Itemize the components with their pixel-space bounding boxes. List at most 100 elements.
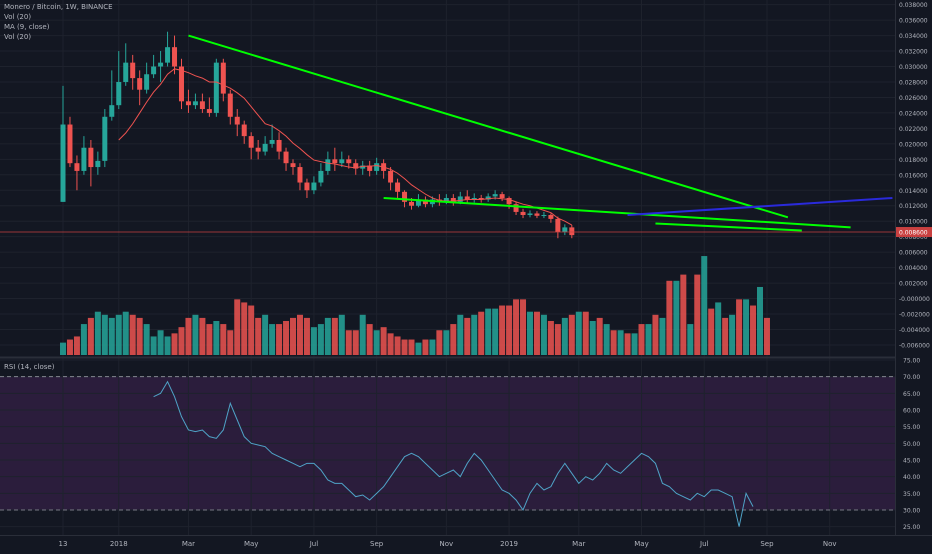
volume-bar bbox=[269, 324, 276, 355]
price-tick-label: -0.004000 bbox=[899, 327, 930, 334]
candle-body bbox=[199, 101, 205, 110]
symbol-title: Monero / Bitcoin, 1W, BINANCE bbox=[4, 3, 113, 11]
candle-body bbox=[262, 143, 268, 152]
candle-body bbox=[360, 165, 366, 169]
volume-bar bbox=[568, 314, 575, 355]
volume-bar bbox=[366, 324, 373, 355]
volume-bar bbox=[359, 314, 366, 355]
candle-body bbox=[116, 81, 122, 106]
volume-bar bbox=[136, 317, 143, 355]
volume-bar bbox=[457, 314, 464, 355]
indicator-vol-2: Vol (20) bbox=[4, 33, 32, 41]
candle-body bbox=[255, 147, 261, 152]
candle-body bbox=[471, 197, 477, 200]
price-tick-label: 0.018000 bbox=[899, 157, 928, 164]
candle-body bbox=[534, 213, 540, 216]
volume-bar bbox=[241, 302, 248, 355]
rsi-tick-label: 65.00 bbox=[903, 391, 920, 398]
price-tick-label: 0.002000 bbox=[899, 281, 928, 288]
price-tick-label: 0.014000 bbox=[899, 188, 928, 195]
current-price-label: 0.008600 bbox=[899, 230, 928, 237]
volume-bar bbox=[80, 324, 87, 355]
price-tick-label: 0.020000 bbox=[899, 141, 928, 148]
time-tick-label: Sep bbox=[370, 540, 384, 548]
volume-bar bbox=[680, 274, 687, 355]
candle-body bbox=[60, 124, 66, 202]
candle-body bbox=[130, 62, 136, 79]
price-tick-label: 0.024000 bbox=[899, 110, 928, 117]
volume-bar bbox=[317, 324, 324, 355]
volume-bar bbox=[436, 330, 443, 355]
volume-bar bbox=[596, 317, 603, 355]
price-axis-background bbox=[895, 0, 932, 550]
volume-bar bbox=[582, 311, 589, 355]
candle-body bbox=[527, 213, 533, 216]
rsi-tick-label: 75.00 bbox=[903, 358, 920, 365]
time-tick-label: May bbox=[634, 540, 648, 548]
volume-bar bbox=[387, 333, 394, 355]
candle-body bbox=[297, 167, 303, 183]
volume-bar bbox=[352, 330, 359, 355]
ma-line bbox=[118, 68, 573, 226]
rsi-tick-label: 55.00 bbox=[903, 424, 920, 431]
time-tick-label: Mar bbox=[572, 540, 585, 548]
volume-bar bbox=[492, 308, 499, 355]
volume-bar bbox=[687, 324, 694, 355]
volume-bar bbox=[338, 314, 345, 355]
candle-body bbox=[178, 66, 184, 102]
candle-body bbox=[283, 151, 289, 164]
volume-bar bbox=[60, 342, 66, 355]
candle-body bbox=[457, 196, 463, 202]
volume-bar bbox=[94, 311, 101, 355]
trendline bbox=[655, 222, 802, 232]
rsi-tick-label: 70.00 bbox=[903, 374, 920, 381]
rsi-tick-label: 35.00 bbox=[903, 491, 920, 498]
volume-bar bbox=[673, 280, 680, 355]
candle-body bbox=[443, 197, 449, 202]
volume-bar bbox=[729, 314, 736, 355]
candle-body bbox=[206, 109, 212, 113]
price-tick-label: 0.030000 bbox=[899, 64, 928, 71]
volume-bar bbox=[422, 339, 429, 355]
volume-bar bbox=[66, 339, 73, 355]
volume-bar bbox=[408, 339, 415, 355]
price-tick-label: 0.036000 bbox=[899, 18, 928, 25]
candle-body bbox=[492, 194, 498, 197]
volume-bar bbox=[624, 333, 631, 355]
candle-body bbox=[241, 124, 247, 137]
volume-bar bbox=[603, 324, 610, 355]
volume-bar bbox=[659, 317, 666, 355]
candle-body bbox=[339, 159, 345, 164]
volume-bar bbox=[415, 342, 422, 355]
candle-body bbox=[555, 218, 561, 233]
candle-body bbox=[374, 163, 380, 171]
volume-bar bbox=[617, 330, 624, 355]
candle-body bbox=[185, 101, 191, 106]
volume-bar bbox=[736, 299, 743, 355]
price-tick-label: 0.038000 bbox=[899, 2, 928, 9]
rsi-title: RSI (14, close) bbox=[4, 363, 55, 371]
candle-body bbox=[402, 191, 408, 202]
volume-bar bbox=[73, 336, 80, 355]
candle-body bbox=[311, 182, 317, 191]
volume-bar bbox=[485, 308, 492, 355]
volume-bar bbox=[303, 317, 310, 355]
volume-bar bbox=[743, 299, 750, 355]
rsi-tick-label: 45.00 bbox=[903, 458, 920, 465]
price-tick-label: 0.034000 bbox=[899, 33, 928, 40]
time-tick-label: Sep bbox=[760, 540, 774, 548]
volume-bar bbox=[227, 330, 234, 355]
price-tick-label: -0.006000 bbox=[899, 342, 930, 349]
volume-bar bbox=[101, 314, 108, 355]
volume-bar bbox=[150, 336, 157, 355]
volume-bar bbox=[373, 330, 380, 355]
candle-body bbox=[123, 62, 129, 82]
time-tick-label: Nov bbox=[823, 540, 837, 548]
candle-body bbox=[499, 194, 505, 198]
price-tick-label: -0.002000 bbox=[899, 312, 930, 319]
candle-body bbox=[81, 147, 87, 171]
volume-bar bbox=[610, 330, 617, 355]
volume-bar bbox=[380, 327, 387, 355]
